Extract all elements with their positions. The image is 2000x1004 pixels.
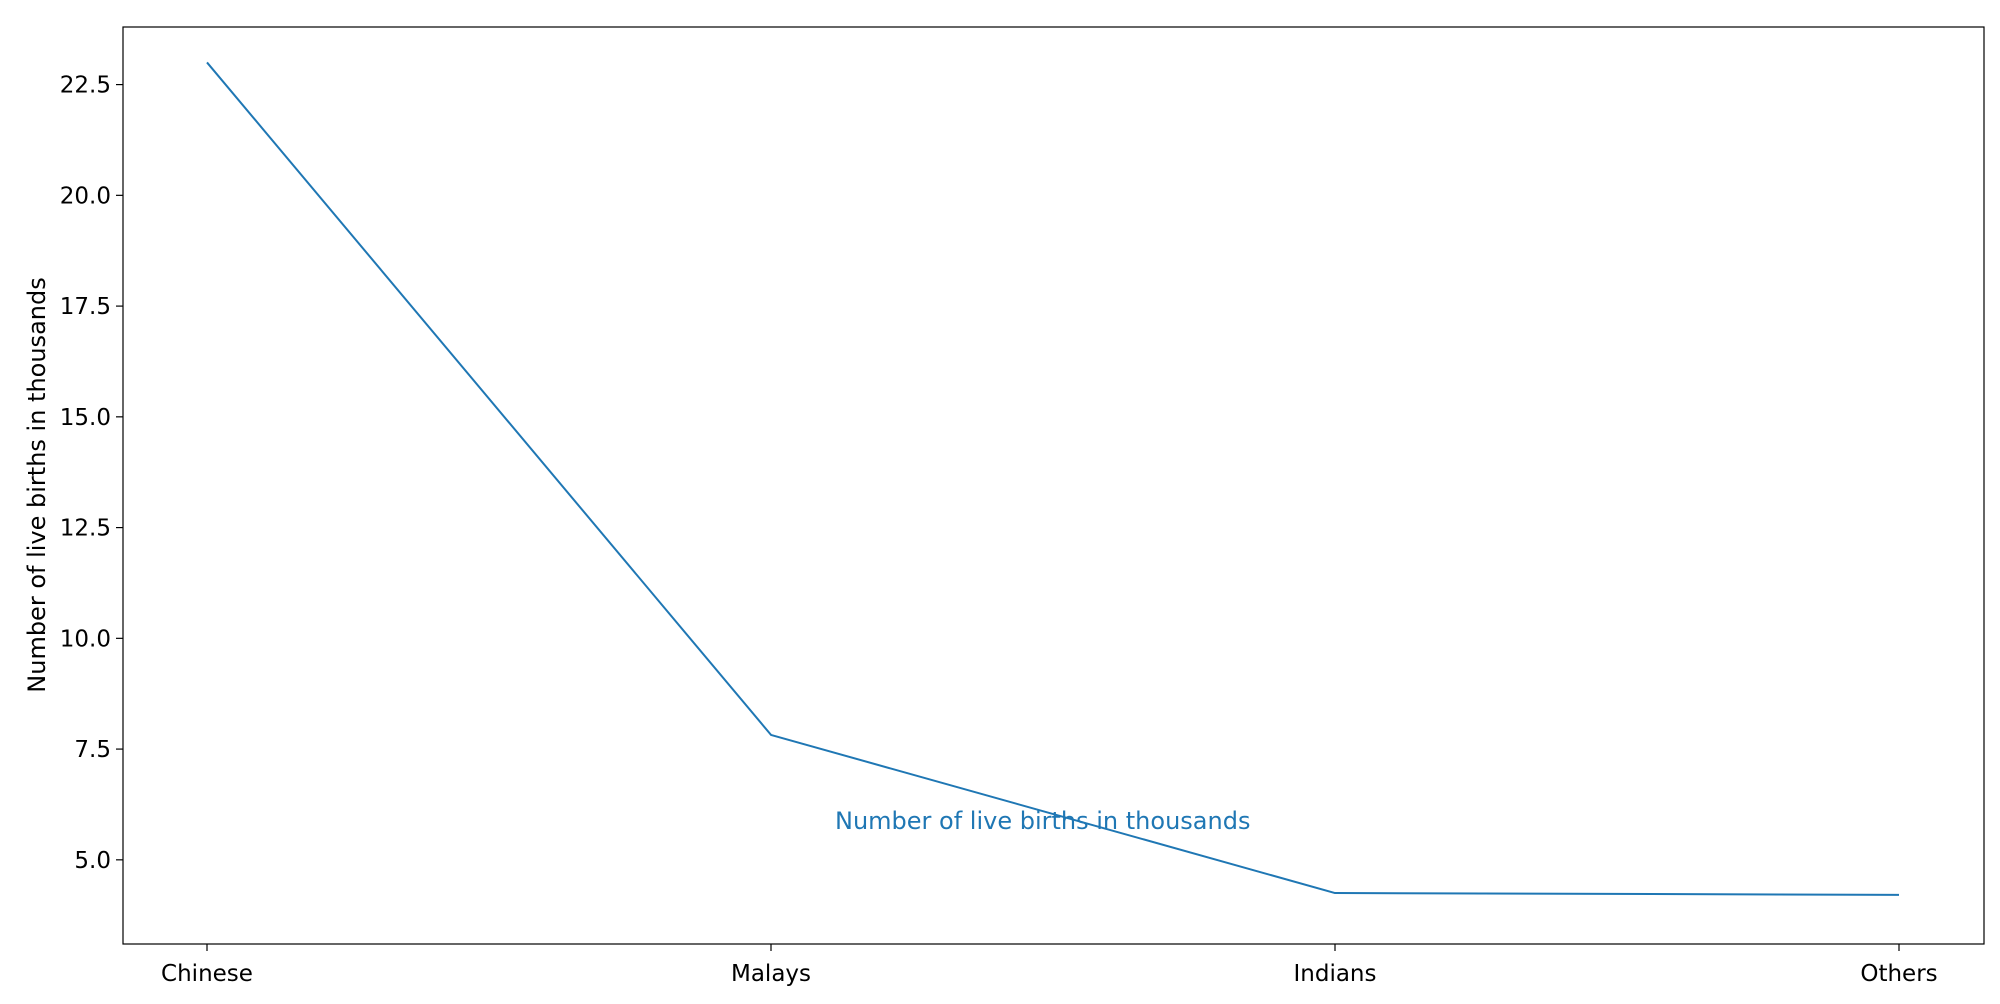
y-tick-label: 12.5: [60, 516, 111, 542]
y-tick-label: 17.5: [60, 294, 111, 320]
series-annotation-label: Number of live births in thousands: [835, 807, 1250, 835]
y-axis-label: Number of live births in thousands: [23, 277, 51, 692]
y-tick-label: 20.0: [60, 183, 111, 209]
ticks-layer: 5.0 7.5 10.0 12.5 15.0 17.5 20.0 22.5 Chinese Mal…: [60, 73, 1938, 987]
y-tick-label: 10.0: [60, 626, 111, 652]
y-tick-label: 5.0: [74, 848, 111, 874]
x-tick-label: Chinese: [161, 961, 253, 987]
x-tick-label: Malays: [731, 961, 811, 987]
y-tick-label: 7.5: [74, 737, 111, 763]
x-tick-label: Others: [1860, 961, 1937, 987]
y-tick-label: 15.0: [60, 405, 111, 431]
x-tick-label: Indians: [1293, 961, 1376, 987]
series-layer: [207, 62, 1899, 895]
series-line: [207, 62, 1899, 894]
annotation-layer: Number of live births in thousands: [835, 807, 1250, 835]
y-tick-label: 22.5: [60, 73, 111, 99]
